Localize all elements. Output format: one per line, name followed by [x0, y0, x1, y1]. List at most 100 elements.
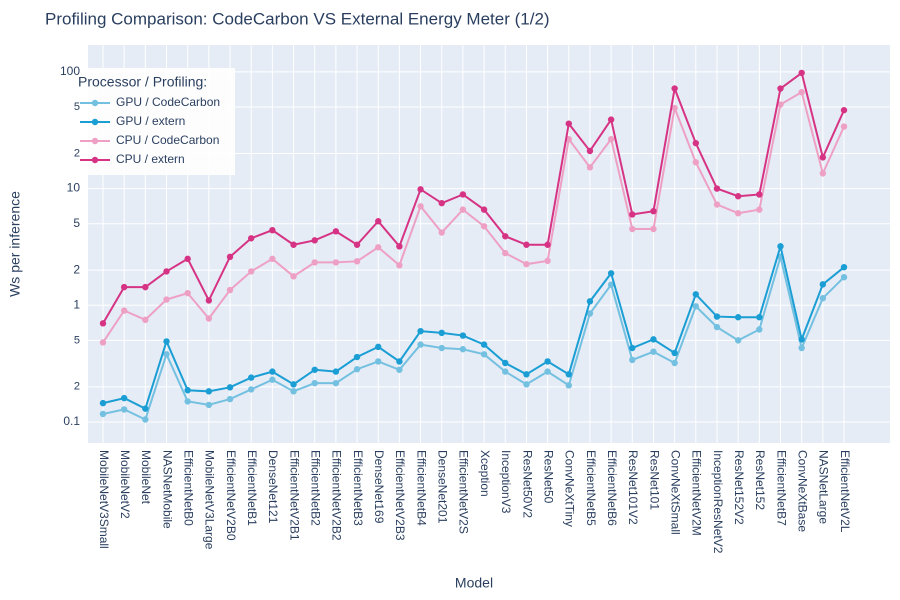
data-point	[713, 201, 721, 208]
data-point	[205, 297, 213, 304]
data-point	[819, 294, 827, 302]
data-point	[120, 307, 128, 314]
data-point	[99, 399, 107, 407]
data-point	[480, 341, 488, 348]
data-point	[226, 253, 234, 261]
data-point	[671, 104, 678, 112]
data-point	[311, 237, 318, 244]
chart-title: Profiling Comparison: CodeCarbon VS Exte…	[45, 9, 550, 28]
data-point	[205, 388, 213, 395]
data-point	[226, 395, 234, 403]
data-point	[459, 346, 467, 353]
data-point	[650, 225, 657, 233]
data-point	[629, 211, 636, 218]
data-point	[607, 281, 615, 288]
data-point	[120, 406, 128, 413]
data-point	[607, 116, 615, 123]
data-point	[544, 358, 551, 365]
data-point	[205, 315, 213, 322]
data-point	[544, 241, 551, 248]
data-point	[417, 186, 424, 193]
data-point	[480, 223, 488, 230]
data-point	[459, 206, 467, 213]
data-point	[184, 289, 191, 297]
data-point	[629, 225, 636, 233]
x-tick-label: EfficientNetV2B1	[287, 450, 301, 541]
data-point	[120, 394, 128, 402]
data-point	[777, 243, 784, 250]
data-point	[798, 336, 805, 343]
legend-marker	[91, 156, 99, 164]
data-point	[247, 268, 255, 275]
data-point	[332, 368, 340, 375]
data-point	[734, 193, 742, 200]
data-point	[396, 358, 403, 365]
legend-label: GPU / CodeCarbon	[116, 95, 220, 109]
x-tick-label: MobileNetV3Large	[203, 450, 217, 550]
data-point	[840, 263, 848, 271]
data-point	[840, 273, 848, 281]
y-tick-label: 10	[67, 181, 81, 195]
data-point	[629, 356, 636, 364]
data-point	[375, 358, 382, 365]
data-point	[353, 241, 361, 248]
data-point	[713, 323, 721, 331]
y-tick-label: 100	[60, 64, 80, 78]
x-tick-label: EfficientNetB1	[245, 450, 259, 526]
data-point	[290, 381, 297, 388]
series-line	[102, 242, 845, 411]
data-point	[756, 314, 763, 321]
data-point	[417, 327, 424, 335]
x-tick-label: EfficientNetB4	[414, 450, 428, 526]
data-point	[756, 326, 763, 333]
data-point	[840, 123, 848, 130]
x-tick-label: EfficientNetV2B3	[393, 450, 407, 541]
data-point	[99, 339, 107, 346]
data-point	[163, 296, 170, 303]
data-point	[798, 69, 805, 77]
data-point	[375, 343, 382, 351]
data-point	[290, 388, 297, 395]
data-point	[226, 286, 234, 294]
x-axis-title: Model	[455, 575, 493, 591]
data-point	[438, 329, 445, 337]
x-tick-label: MobileNetV3Small	[97, 450, 111, 549]
x-tick-label: Xception	[478, 450, 492, 497]
data-point	[671, 359, 678, 367]
data-point	[544, 257, 551, 265]
data-point	[756, 206, 763, 213]
x-tick-label: ResNet50	[541, 450, 555, 504]
data-point	[332, 379, 340, 387]
data-point	[99, 410, 107, 418]
series-line	[102, 71, 845, 324]
data-point	[163, 268, 170, 275]
y-tick-label: 5	[74, 101, 80, 113]
data-point	[353, 353, 361, 361]
data-point	[459, 332, 467, 339]
data-point	[692, 303, 700, 310]
data-point	[142, 416, 149, 423]
data-point	[269, 255, 276, 263]
x-tick-label: EfficientNetB7	[774, 450, 788, 526]
data-point	[184, 255, 191, 263]
data-point	[247, 374, 255, 381]
y-tick-label: 5	[73, 216, 80, 230]
data-point	[480, 351, 488, 358]
data-point	[819, 281, 827, 288]
data-point	[438, 229, 445, 236]
x-tick-label: ResNet101	[647, 450, 661, 510]
data-point	[396, 366, 403, 373]
series-line	[102, 252, 845, 421]
data-point	[269, 226, 276, 234]
x-tick-label: EfficientNetV2B2	[330, 450, 344, 541]
legend-marker	[91, 118, 99, 126]
data-point	[396, 243, 403, 250]
x-tick-label: ResNet152V2	[732, 450, 746, 525]
legend-label: CPU / extern	[116, 152, 185, 166]
data-point	[353, 258, 361, 265]
data-point	[777, 101, 784, 108]
data-point	[692, 159, 700, 166]
data-point	[734, 314, 742, 321]
data-point	[438, 344, 445, 352]
